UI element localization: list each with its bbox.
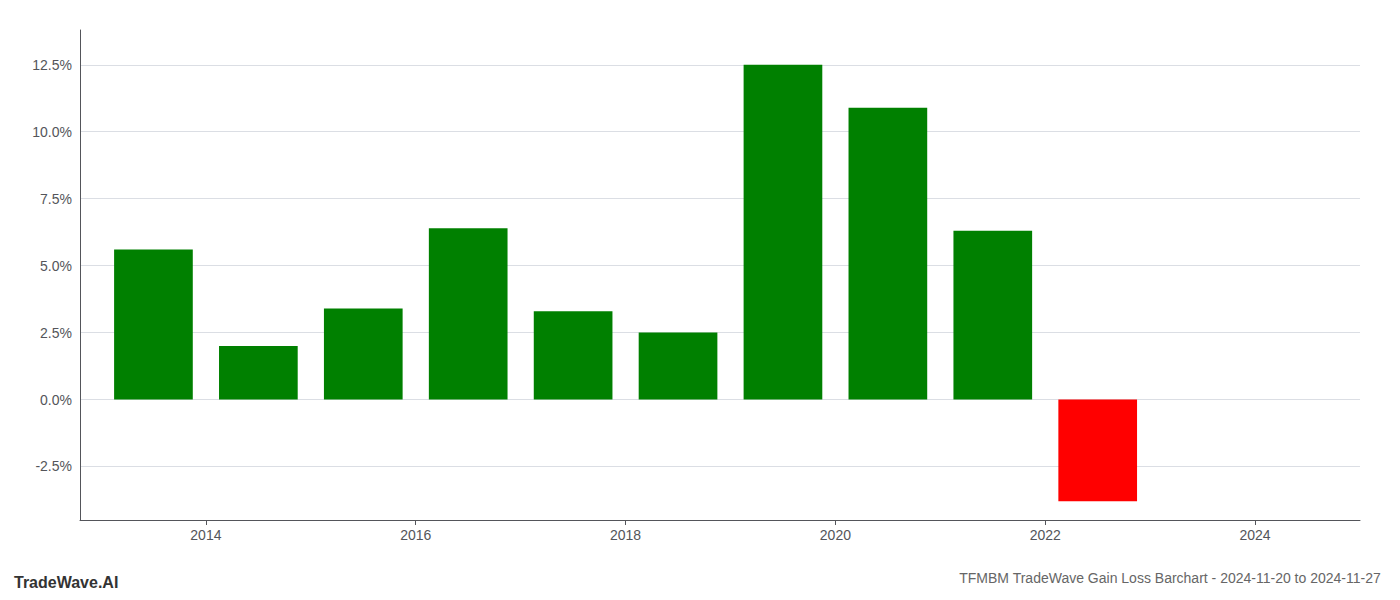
svg-text:2018: 2018 xyxy=(610,527,641,543)
svg-text:2016: 2016 xyxy=(400,527,431,543)
svg-text:TradeWave.AI: TradeWave.AI xyxy=(14,574,118,591)
svg-text:7.5%: 7.5% xyxy=(40,191,72,207)
svg-text:10.0%: 10.0% xyxy=(32,124,72,140)
svg-text:2014: 2014 xyxy=(190,527,221,543)
svg-text:12.5%: 12.5% xyxy=(32,57,72,73)
svg-text:-2.5%: -2.5% xyxy=(35,458,72,474)
svg-text:2.5%: 2.5% xyxy=(40,325,72,341)
svg-text:2024: 2024 xyxy=(1240,527,1271,543)
svg-text:5.0%: 5.0% xyxy=(40,258,72,274)
svg-text:0.0%: 0.0% xyxy=(40,392,72,408)
svg-text:2020: 2020 xyxy=(820,527,851,543)
svg-text:2022: 2022 xyxy=(1030,527,1061,543)
svg-text:TFMBM TradeWave Gain Loss Barc: TFMBM TradeWave Gain Loss Barchart - 202… xyxy=(959,570,1381,586)
